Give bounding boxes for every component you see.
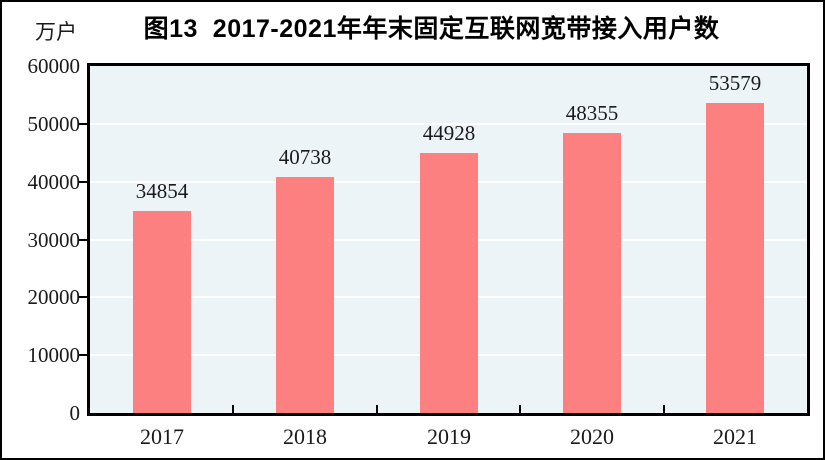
bar-value-label-2019: 44928	[422, 121, 476, 145]
bar-2018	[276, 177, 334, 413]
x-axis-tick-label-2017: 2017	[140, 424, 184, 449]
x-axis-tick-mark-1	[232, 405, 234, 413]
x-axis-tick-label-2019: 2019	[427, 424, 471, 449]
y-axis-tick-label-0: 0	[69, 401, 81, 425]
x-axis-tick-label-2020: 2020	[570, 424, 614, 449]
y-axis-tick-mark-10000	[79, 354, 87, 356]
y-axis-tick-label-20000: 20000	[27, 285, 81, 309]
bar-value-label-2018: 40738	[278, 145, 332, 169]
y-axis-tick-label-10000: 10000	[27, 343, 81, 367]
y-axis-tick-label-60000: 60000	[27, 54, 81, 78]
x-axis-tick-mark-2	[376, 405, 378, 413]
y-axis-tick-mark-40000	[79, 181, 87, 183]
x-axis-tick-label-2021: 2021	[713, 424, 757, 449]
bar-2021	[706, 103, 764, 413]
chart-title: 图13 2017-2021年年末固定互联网宽带接入用户数	[143, 15, 720, 43]
y-axis-tick-mark-20000	[79, 296, 87, 298]
bar-2019	[420, 153, 478, 413]
y-axis-tick-label-30000: 30000	[27, 228, 81, 252]
x-axis-tick-label-2018: 2018	[283, 424, 327, 449]
y-axis-unit-label: 万户	[35, 20, 77, 44]
y-axis-tick-mark-30000	[79, 239, 87, 241]
gridline-50000	[90, 123, 807, 125]
bar-value-label-2020: 48355	[565, 101, 619, 125]
plot-area	[87, 63, 810, 416]
bar-2017	[133, 211, 191, 413]
bar-value-label-2017: 34854	[135, 179, 189, 203]
x-axis-tick-mark-4	[663, 405, 665, 413]
bar-2020	[563, 133, 621, 413]
bar-value-label-2021: 53579	[708, 71, 762, 95]
y-axis-tick-label-50000: 50000	[27, 112, 81, 136]
x-axis-tick-mark-3	[519, 405, 521, 413]
y-axis-tick-label-40000: 40000	[27, 170, 81, 194]
y-axis-tick-mark-50000	[79, 123, 87, 125]
